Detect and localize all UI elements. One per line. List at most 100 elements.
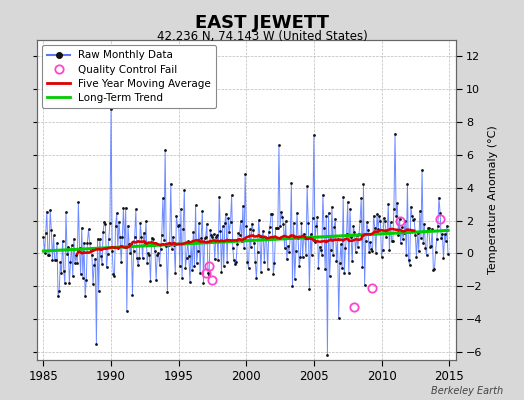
Point: [241, 171, 249, 178]
Point: [410, 216, 418, 223]
Point: [202, 233, 210, 240]
Point: [265, 228, 273, 235]
Point: [381, 218, 389, 224]
Point: [285, 248, 293, 255]
Point: [63, 251, 71, 257]
Point: [313, 214, 321, 220]
Point: [444, 251, 452, 257]
Point: [69, 273, 77, 280]
Point: [281, 218, 290, 224]
Point: [377, 254, 386, 260]
Point: [365, 249, 373, 255]
Point: [308, 252, 316, 258]
Point: [286, 234, 294, 241]
Point: [149, 235, 157, 242]
Point: [431, 249, 440, 255]
Point: [99, 229, 107, 235]
Point: [92, 340, 101, 347]
Y-axis label: Temperature Anomaly (°C): Temperature Anomaly (°C): [488, 126, 498, 274]
Point: [284, 242, 292, 249]
Point: [165, 242, 173, 248]
Point: [329, 252, 337, 259]
Point: [124, 222, 132, 229]
Point: [322, 212, 331, 219]
Point: [319, 192, 327, 198]
Point: [239, 202, 247, 209]
Point: [107, 106, 115, 112]
Point: [123, 307, 131, 314]
Point: [406, 262, 414, 268]
Point: [228, 245, 237, 251]
Point: [394, 232, 402, 238]
Point: [348, 258, 356, 265]
Point: [80, 239, 88, 246]
Point: [103, 251, 112, 258]
Point: [174, 221, 183, 228]
Point: [176, 263, 184, 270]
Point: [151, 248, 159, 254]
Point: [132, 206, 140, 212]
Point: [173, 222, 182, 229]
Point: [307, 231, 315, 238]
Point: [312, 223, 320, 230]
Point: [172, 213, 181, 219]
Point: [363, 219, 371, 226]
Point: [424, 225, 433, 232]
Point: [134, 262, 143, 269]
Point: [398, 224, 406, 231]
Point: [143, 259, 151, 266]
Point: [203, 220, 211, 227]
Point: [340, 270, 348, 276]
Point: [309, 215, 317, 221]
Point: [437, 235, 445, 241]
Point: [147, 234, 156, 241]
Point: [323, 352, 332, 358]
Point: [344, 199, 352, 205]
Point: [237, 238, 246, 244]
Point: [338, 265, 346, 272]
Point: [160, 237, 168, 244]
Point: [225, 229, 234, 235]
Point: [50, 257, 59, 264]
Point: [85, 240, 94, 246]
Point: [261, 234, 270, 240]
Point: [274, 224, 282, 231]
Point: [89, 280, 97, 287]
Point: [294, 235, 302, 241]
Point: [376, 218, 385, 224]
Point: [411, 232, 420, 238]
Point: [387, 238, 396, 244]
Point: [345, 270, 353, 276]
Point: [232, 259, 241, 265]
Point: [353, 232, 361, 239]
Point: [405, 257, 413, 263]
Point: [333, 236, 342, 242]
Point: [91, 255, 100, 262]
Point: [240, 245, 248, 251]
Point: [290, 276, 299, 282]
Point: [57, 270, 66, 277]
Point: [138, 255, 147, 262]
Point: [354, 243, 362, 250]
Point: [135, 255, 144, 261]
Point: [70, 236, 78, 242]
Point: [40, 249, 49, 256]
Point: [361, 282, 369, 288]
Point: [341, 245, 350, 252]
Point: [210, 231, 218, 237]
Point: [267, 210, 275, 217]
Point: [408, 212, 416, 219]
Point: [339, 194, 347, 201]
Point: [428, 225, 436, 232]
Point: [292, 248, 300, 254]
Point: [400, 230, 408, 236]
Point: [48, 257, 57, 264]
Point: [84, 226, 93, 232]
Point: [217, 268, 226, 275]
Point: [45, 252, 53, 258]
Point: [223, 259, 231, 266]
Point: [372, 250, 380, 257]
Point: [326, 247, 335, 253]
Point: [379, 214, 388, 221]
Point: [427, 243, 435, 249]
